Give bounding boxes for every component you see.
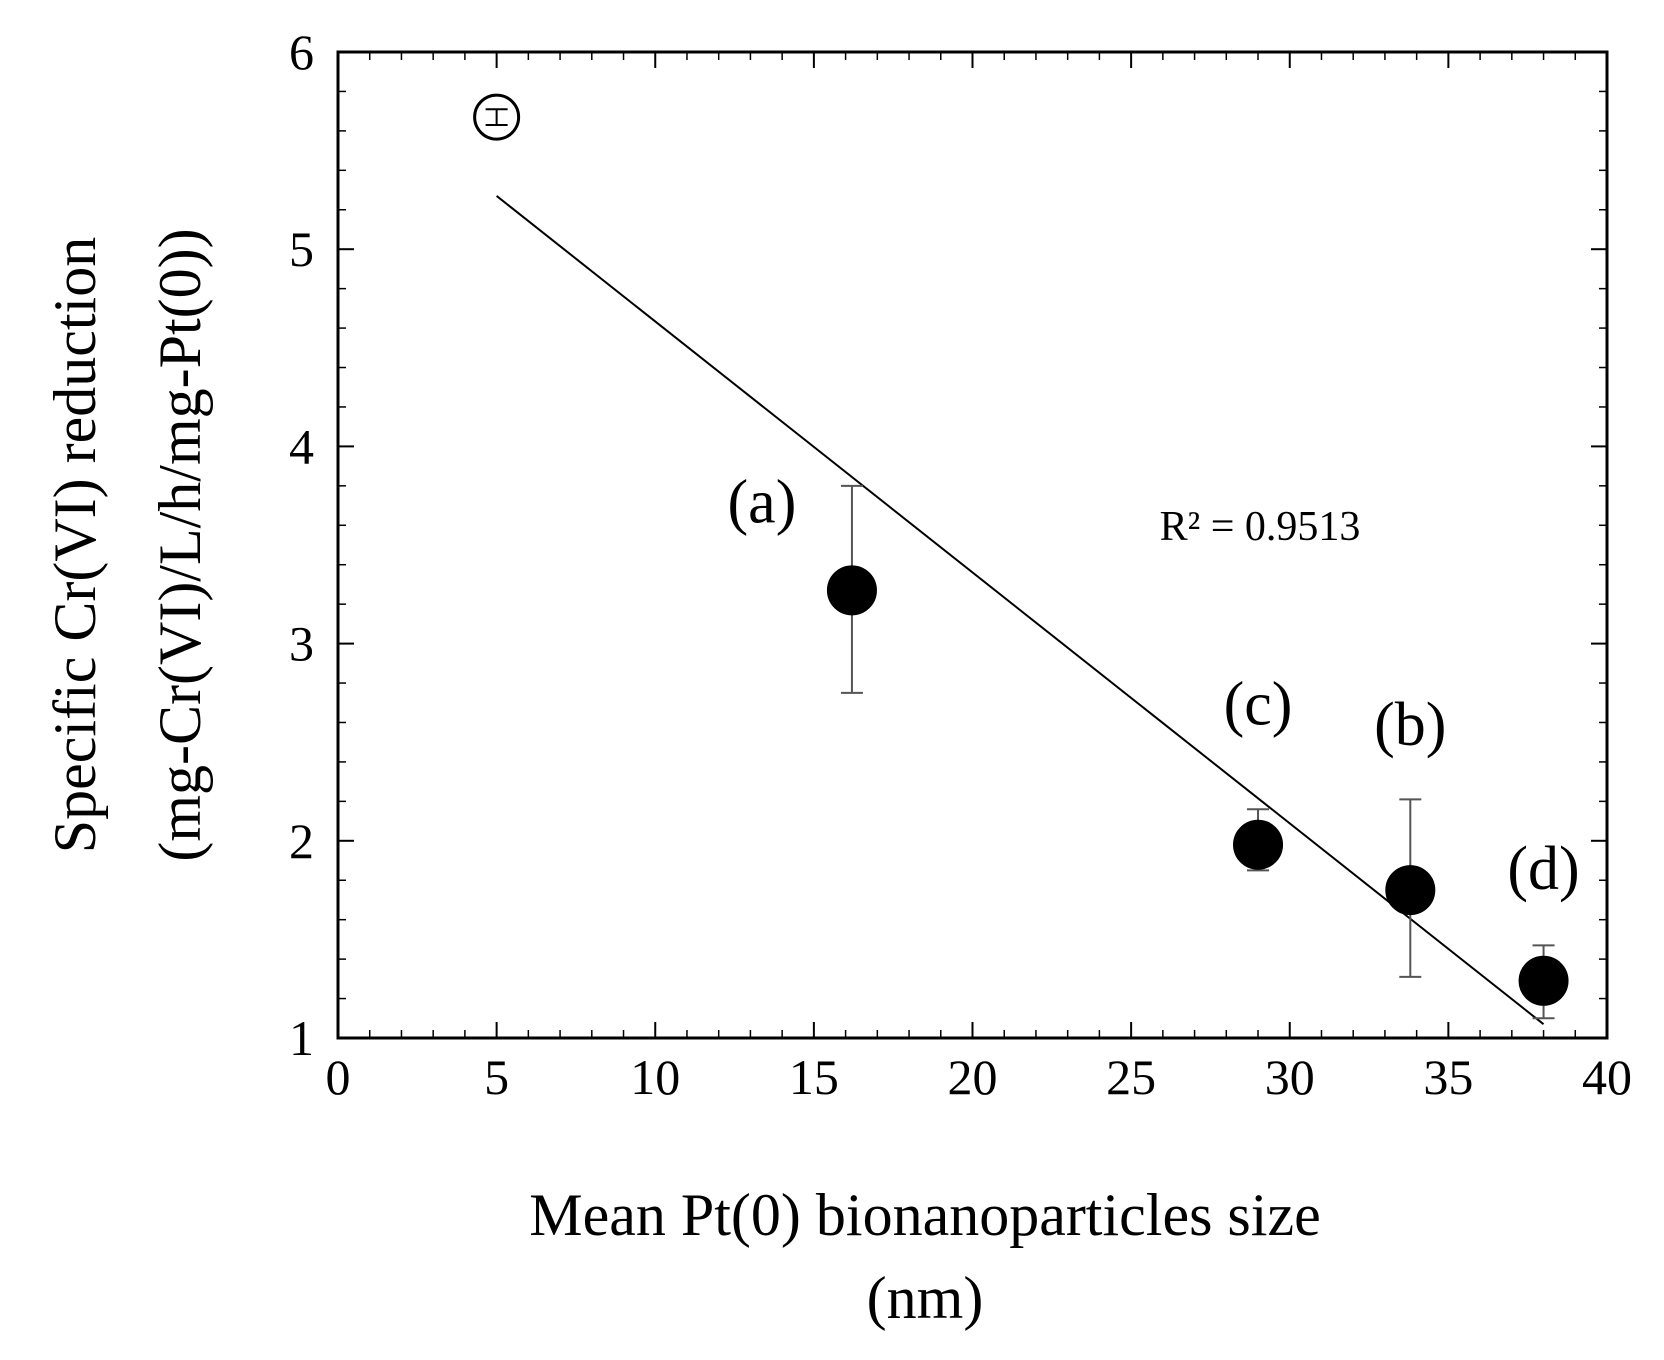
y-tick-label: 2 [289, 813, 314, 869]
x-tick-label: 35 [1423, 1049, 1473, 1105]
x-tick-label: 15 [789, 1049, 839, 1105]
x-tick-label: 0 [326, 1049, 351, 1105]
x-tick-label: 5 [484, 1049, 509, 1105]
data-point [1385, 865, 1436, 916]
data-points: (a) (c) (b) (d) [473, 93, 1580, 1020]
point-label: (b) [1374, 691, 1446, 759]
y-tick-label: 1 [289, 1010, 314, 1066]
x-axis-title-line-2: (nm) [867, 1265, 984, 1331]
x-axis: 0 5 10 15 20 25 30 35 40 [326, 52, 1632, 1105]
y-tick-label: 4 [289, 418, 314, 474]
r-squared-annotation: R² = 0.9513 [1160, 504, 1361, 550]
data-point [1233, 819, 1284, 870]
trendline [496, 195, 1545, 1025]
data-point [826, 565, 877, 616]
point-label: (d) [1507, 835, 1579, 903]
trendline-group [496, 195, 1545, 1025]
y-tick-label: 5 [289, 221, 314, 277]
point-label: (a) [728, 468, 797, 536]
y-axis-title-line-2: (mg-Cr(VI)/L/h/mg-Pt(0)) [147, 228, 213, 861]
data-point-open [473, 93, 521, 141]
x-tick-label: 10 [630, 1049, 680, 1105]
point-label: (c) [1224, 671, 1293, 739]
y-axis-title-line-1: Specific Cr(VI) reduction [42, 237, 108, 853]
y-tick-label: 3 [289, 616, 314, 672]
y-axis: 1 2 3 4 5 6 [289, 24, 1607, 1066]
x-axis-title-line-1: Mean Pt(0) bionanoparticles size [529, 1182, 1320, 1248]
data-point [1518, 955, 1569, 1006]
y-tick-label: 6 [289, 24, 314, 80]
x-tick-label: 25 [1106, 1049, 1156, 1105]
x-tick-label: 20 [948, 1049, 998, 1105]
x-tick-label: 40 [1582, 1049, 1632, 1105]
x-tick-label: 30 [1265, 1049, 1315, 1105]
